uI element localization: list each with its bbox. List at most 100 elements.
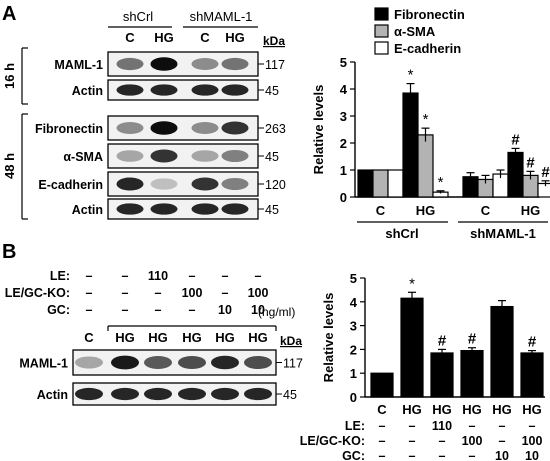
time-label-16h: 16 h xyxy=(2,63,17,89)
category-label-a-1: HG xyxy=(416,203,436,218)
chart-a-ytick-label-0: 0 xyxy=(340,190,347,205)
chart-b-treatment-label-le: LE: xyxy=(345,419,365,433)
blot-actin-1-band-3 xyxy=(221,84,249,96)
bar-b-3 xyxy=(460,349,484,398)
blot-e-cadherin-4-band-1 xyxy=(150,178,178,190)
bar-a-fibronectin-0 xyxy=(357,169,374,198)
treatment-value-b-1-2: – xyxy=(155,286,162,300)
blot-maml-1-0-band-1 xyxy=(111,355,139,370)
bar-a-e-cadherin-0 xyxy=(387,169,404,198)
blot-maml-1-0-band-0 xyxy=(116,57,144,71)
chart-b-treatment-value-1-1: – xyxy=(409,434,416,448)
bracket-48h xyxy=(21,113,28,220)
category-label-b-3: HG xyxy=(462,402,482,417)
chart-a-ylabel: Relative levels xyxy=(311,85,326,175)
bracket-16h xyxy=(21,47,28,105)
lane-label-a-0: C xyxy=(125,30,135,45)
treatment-value-b-2-4: 10 xyxy=(218,303,232,317)
treatment-value-b-0-1: – xyxy=(122,269,129,283)
category-label-a-3: HG xyxy=(521,203,541,218)
blot-sma-3-band-2 xyxy=(191,150,219,162)
chart-b-ytick-label-1: 1 xyxy=(350,366,357,381)
blot-fibronectin-2-band-1 xyxy=(150,121,178,135)
group-label-shcrl: shCrl xyxy=(123,9,153,24)
blot-sma-3-band-0 xyxy=(116,150,144,162)
blot-maml-1-0-frame xyxy=(72,349,277,376)
panel-a-label: A xyxy=(2,3,16,25)
lane-label-a-2: C xyxy=(200,30,210,45)
blot-actin-1-band-2 xyxy=(144,387,172,401)
blot-sma-3-kda: 45 xyxy=(265,150,279,164)
blot-actin-1-kda: 45 xyxy=(283,388,297,402)
blot-maml-1-0-label: MAML-1 xyxy=(19,357,68,371)
blot-actin-1-band-1 xyxy=(150,84,178,96)
blots-panel-b: C HG HG HG HG HG MAML-1 117 Actin 45 xyxy=(19,330,303,406)
blot-e-cadherin-4-band-2 xyxy=(191,177,219,191)
bar-a-fibronectin-1 xyxy=(402,92,419,198)
chart-b-treatment-value-1-0: – xyxy=(379,434,386,448)
chart-b-ytick-label-3: 3 xyxy=(350,319,357,334)
legend-label-fibronectin: Fibronectin xyxy=(394,7,465,22)
lane-label-b-5: HG xyxy=(248,330,268,345)
blot-actin-1-band-2 xyxy=(191,84,219,96)
chart-b-treatment-value-0-5: – xyxy=(529,419,536,433)
blot-fibronectin-2-band-2 xyxy=(191,122,219,134)
bar-a-fibronectin-3 xyxy=(507,151,524,198)
blot-actin-1-label: Actin xyxy=(37,388,68,402)
chart-b-ytick-label-5: 5 xyxy=(350,271,357,286)
treatment-value-b-1-0: – xyxy=(86,286,93,300)
category-label-b-5: HG xyxy=(522,402,542,417)
blot-actin-5-kda: 45 xyxy=(265,203,279,217)
treatment-value-b-2-3: – xyxy=(189,303,196,317)
category-label-a-0: C xyxy=(376,203,386,218)
treatment-value-b-2-1: – xyxy=(122,303,129,317)
treatment-value-b-2-5: 10 xyxy=(251,303,265,317)
bar-b-0 xyxy=(370,372,394,398)
legend-label-e-cadherin: E-cadherin xyxy=(394,41,461,56)
chart-b-treatment-value-2-3: – xyxy=(469,449,476,461)
kda-label-b: kDa xyxy=(280,334,302,348)
category-label-b-1: HG xyxy=(402,402,422,417)
bar-a-sma-1-sig: * xyxy=(423,111,429,128)
blot-sma-3-band-1 xyxy=(150,149,178,163)
bar-a-e-cadherin-3 xyxy=(537,182,550,198)
blot-fibronectin-2-band-0 xyxy=(116,122,144,134)
treatment-table-b: LE: – – 110 – – – LE/GC-KO: – – – 100 – 100 GC: – – – – 10 1… xyxy=(5,269,269,317)
time-label-48h: 48 h xyxy=(2,153,17,179)
treatment-value-b-1-4: – xyxy=(222,286,229,300)
blot-e-cadherin-4-band-3 xyxy=(221,177,249,191)
blot-actin-5-band-1 xyxy=(150,203,178,215)
legend-swatch-e-cadherin xyxy=(374,41,389,55)
blot-maml-1-0-band-3 xyxy=(178,355,206,370)
lane-label-b-1: HG xyxy=(115,330,135,345)
lane-label-b-4: HG xyxy=(215,330,235,345)
chart-b-treatment-value-1-4: – xyxy=(499,434,506,448)
chart-b-ytick-label-4: 4 xyxy=(350,295,358,310)
chart-b-treatment-value-2-5: 10 xyxy=(525,449,539,461)
treatment-label-b-le-gc-ko: LE/GC-KO: xyxy=(5,286,70,300)
lane-label-b-2: HG xyxy=(148,330,168,345)
blot-e-cadherin-4-band-0 xyxy=(116,177,144,191)
category-label-b-2: HG xyxy=(432,402,452,417)
blot-maml-1-0-band-2 xyxy=(191,58,219,70)
bar-a-fibronectin-3-sig: # xyxy=(511,131,520,148)
lane-label-a-1: HG xyxy=(154,30,174,45)
blot-actin-5-band-0 xyxy=(116,203,144,215)
chart-b-treatment-value-2-2: – xyxy=(439,449,446,461)
panel-b-label: B xyxy=(2,241,16,263)
bar-a-sma-3-sig: # xyxy=(526,154,535,171)
blot-maml-1-0-kda: 117 xyxy=(283,357,303,371)
blot-fibronectin-2-band-3 xyxy=(221,121,249,135)
chart-b-treatment-value-1-5: 100 xyxy=(522,434,543,448)
blot-actin-5-label: Actin xyxy=(72,203,103,217)
treatment-label-b-gc: GC: xyxy=(47,303,70,317)
blot-sma-3-label: α-SMA xyxy=(63,150,103,164)
group-label-a-1: shMAML-1 xyxy=(470,226,536,241)
bar-a-e-cadherin-3-sig: # xyxy=(541,164,550,181)
legend-swatch-sma xyxy=(374,24,389,38)
blot-maml-1-0-label: MAML-1 xyxy=(54,58,103,72)
blot-fibronectin-2-label: Fibronectin xyxy=(35,122,103,136)
group-label-a-0: shCrl xyxy=(385,226,418,241)
